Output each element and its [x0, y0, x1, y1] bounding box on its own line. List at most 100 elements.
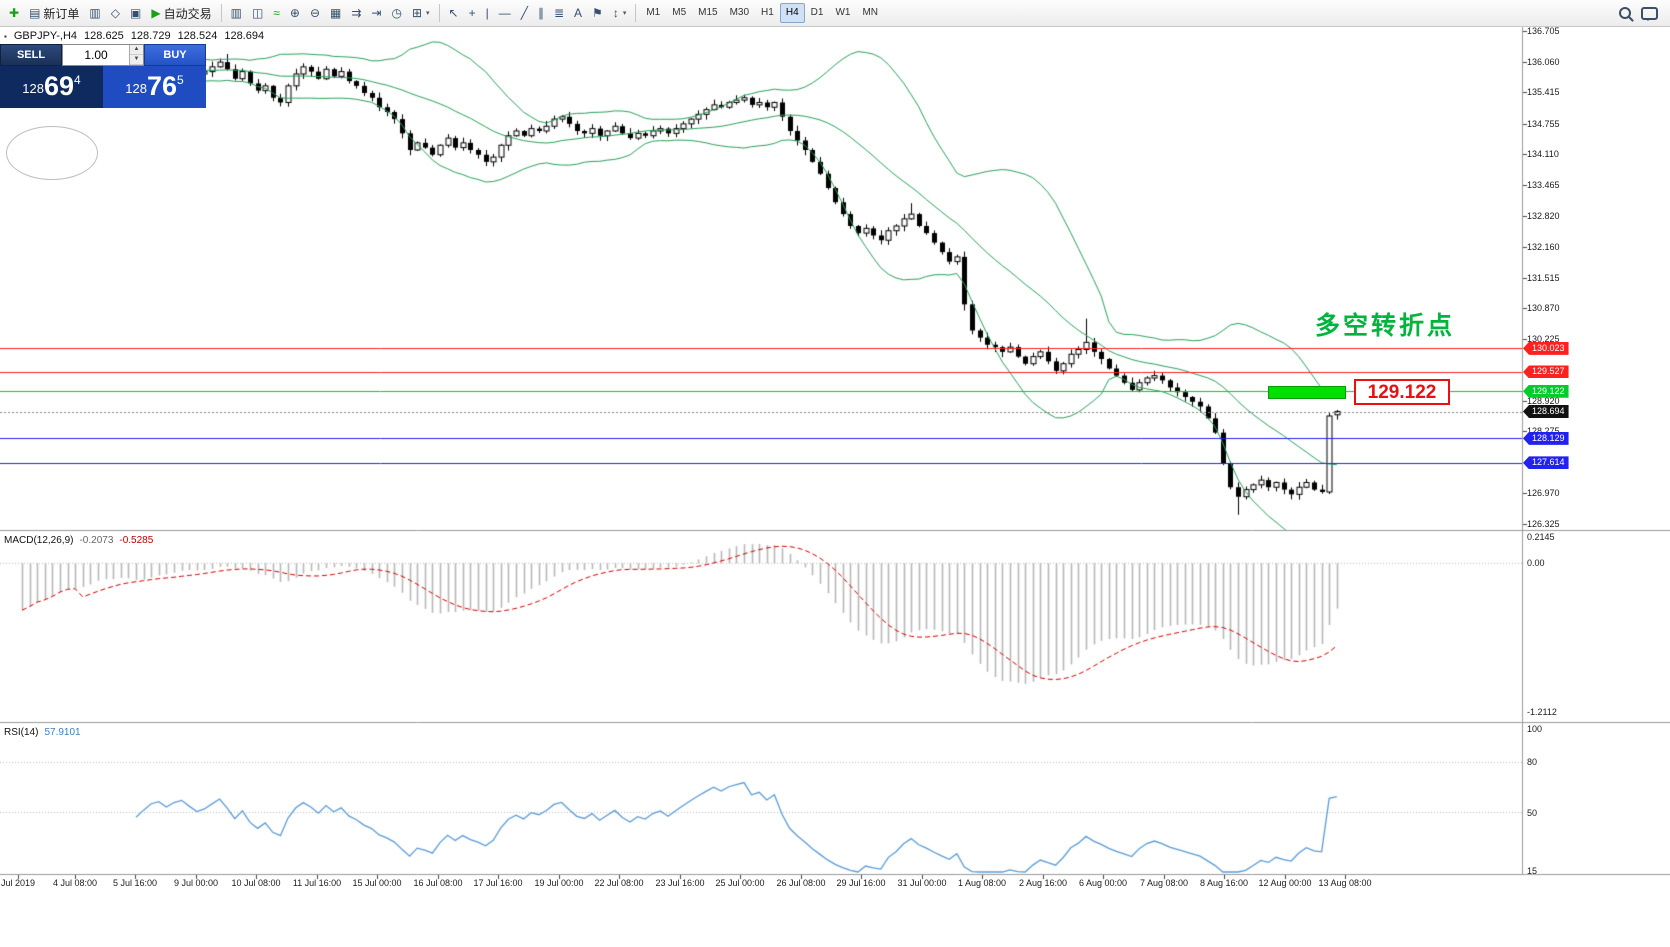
buy-price-pips: 76	[146, 71, 178, 101]
arrows-icon: ↕	[612, 6, 619, 20]
price-axis-label: 136.705	[1527, 26, 1560, 36]
bar-chart-button[interactable]: ▥	[226, 2, 247, 24]
time-axis-label: 15 Jul 00:00	[352, 878, 402, 888]
candlestick-chart-button[interactable]: ◫	[247, 2, 268, 24]
chart-shift-button[interactable]: ⇥	[366, 2, 386, 24]
macd-axis-label: 0.00	[1527, 558, 1545, 569]
price-level-tag: 129.527	[1523, 365, 1569, 379]
vertical-line-button[interactable]: |	[481, 2, 494, 24]
label-button[interactable]: ⚑	[587, 2, 608, 24]
line-chart-button[interactable]: ≈	[268, 2, 285, 24]
arrows-button[interactable]: ↕ ▾	[608, 2, 632, 24]
new-order-button[interactable]: ▤ 新订单	[24, 2, 84, 24]
timeframe-m30-button[interactable]: M30	[729, 7, 750, 18]
time-axis-label: 9 Jul 00:00	[173, 878, 219, 888]
fibonacci-button[interactable]: ≣	[549, 2, 569, 24]
text-icon: A	[574, 6, 583, 20]
indicators-button[interactable]: ⊞ ▾	[407, 2, 435, 24]
buy-price[interactable]: 128 76 5	[103, 66, 206, 108]
period-icon: ◷	[391, 6, 402, 20]
file-button-group: ✚ ▤ 新订单 ▥ ◇ ▣ ▶ 自动交易	[4, 2, 217, 24]
chevron-down-icon: ▾	[426, 10, 430, 17]
auto-trading-icon: ▶	[151, 6, 161, 20]
one-click-trading-panel: SELL ▲ ▼ BUY 128 69 4 128	[0, 44, 206, 180]
symbol-info-line: ▪ GBPJPY-,H4 128.625 128.729 128.524 128…	[4, 30, 264, 42]
horizontal-line-icon: ―	[498, 6, 511, 20]
auto-trading-button[interactable]: ▶ 自动交易	[146, 2, 216, 24]
time-axis-label: 11 Jul 16:00	[292, 878, 342, 888]
new-order-icon: ▤	[29, 6, 41, 20]
timeframe-h4-button[interactable]: H4	[779, 3, 805, 23]
label-icon: ⚑	[592, 6, 603, 20]
zoom-out-icon: ⊖	[309, 6, 320, 20]
symbol-name: GBPJPY-,H4	[13, 30, 78, 42]
volume-down-button[interactable]: ▼	[130, 55, 143, 65]
annotation-text[interactable]: 多空转折点	[1315, 312, 1456, 340]
navigator-button[interactable]: ◇	[106, 2, 125, 24]
volume-input[interactable]	[63, 45, 129, 65]
auto-scroll-button[interactable]: ⇉	[346, 2, 366, 24]
search-icon[interactable]	[1619, 7, 1631, 19]
price-level-tag: 128.129	[1523, 431, 1569, 445]
zoom-in-button[interactable]: ⊕	[285, 2, 305, 24]
rsi-label: RSI(14) 57.9101	[4, 727, 81, 738]
chart-shift-icon: ⇥	[371, 6, 382, 20]
period-button[interactable]: ◷	[386, 2, 406, 24]
text-button[interactable]: A	[569, 2, 587, 24]
terminal-button[interactable]: ▣	[125, 2, 146, 24]
price-callout-box[interactable]: 129.122	[1354, 379, 1450, 405]
chat-icon[interactable]	[1641, 6, 1658, 21]
sell-button[interactable]: SELL	[0, 44, 62, 66]
time-axis-label: 6 Aug 00:00	[1078, 878, 1128, 888]
crosshair-button[interactable]: +	[464, 2, 481, 24]
new-chart-button[interactable]: ✚	[4, 2, 24, 24]
time-axis-label: 13 Aug 08:00	[1318, 878, 1372, 888]
sell-price-point: 4	[74, 73, 81, 87]
time-axis-label: 16 Jul 08:00	[413, 878, 463, 888]
timeframe-m1-button[interactable]: M1	[646, 7, 661, 18]
trade-panel-collapse-handle[interactable]	[6, 126, 98, 180]
highlight-rectangle[interactable]	[1268, 386, 1346, 399]
time-axis-label: 1 Aug 08:00	[957, 878, 1007, 888]
zoom-in-icon: ⊕	[289, 6, 300, 20]
toolbar-separator	[635, 4, 637, 22]
market-watch-button[interactable]: ▥	[84, 2, 105, 24]
macd-signal-value: -0.5285	[119, 535, 154, 546]
price-axis[interactable]: 136.705 136.060 135.415 134.755 134.110 133.4…	[1522, 26, 1670, 876]
timeframe-d1-button[interactable]: D1	[810, 7, 824, 18]
timeframe-m15-button[interactable]: M15	[698, 7, 718, 18]
timeframe-h1-button[interactable]: H1	[761, 7, 774, 18]
rsi-axis-label: 100	[1527, 724, 1543, 734]
horizontal-line-button[interactable]: ―	[494, 2, 516, 24]
macd-label: MACD(12,26,9) -0.2073 -0.5285	[4, 535, 153, 546]
price-axis-label: 132.820	[1527, 210, 1560, 221]
price-axis-label: 126.325	[1527, 519, 1560, 530]
indicators-icon: ⊞	[411, 6, 423, 20]
timeframe-mn-button[interactable]: MN	[862, 7, 878, 18]
cursor-button[interactable]: ↖	[444, 2, 464, 24]
main-toolbar: ✚ ▤ 新订单 ▥ ◇ ▣ ▶ 自动交易 ▥ ◫ ≈ ⊕ ⊖ ▦ ⇉ ⇥ ◷ ⊞ ▾ ↖ + | ― ╱ ∥ ≣ A ⚑ ↕ ▾ M1…	[0, 0, 1670, 27]
vertical-line-icon: |	[485, 6, 489, 20]
tile-windows-button[interactable]: ▦	[325, 2, 346, 24]
price-axis-label: 128.275	[1527, 426, 1560, 437]
time-axis-label: 12 Aug 00:00	[1258, 878, 1312, 888]
rsi-value: 57.9101	[44, 727, 81, 738]
timeframe-m5-button[interactable]: M5	[672, 7, 687, 18]
buy-button[interactable]: BUY	[144, 44, 206, 66]
zoom-out-button[interactable]: ⊖	[305, 2, 325, 24]
bar-low: 128.524	[177, 30, 218, 42]
volume-box: ▲ ▼	[62, 44, 144, 66]
time-axis-label: 17 Jul 16:00	[473, 878, 523, 888]
volume-up-button[interactable]: ▲	[130, 45, 143, 55]
trendline-button[interactable]: ╱	[516, 2, 533, 24]
time-axis-label: Jul 2019	[0, 878, 36, 888]
price-axis-label: 134.110	[1527, 149, 1559, 160]
channel-button[interactable]: ∥	[533, 2, 549, 24]
timeframe-w1-button[interactable]: W1	[835, 7, 851, 18]
sell-price[interactable]: 128 69 4	[0, 66, 103, 108]
current-price-tag: 128.694	[1523, 405, 1569, 419]
terminal-icon: ▣	[130, 6, 142, 20]
time-axis[interactable]: Jul 2019 4 Jul 08:00 5 Jul 16:00 9 Jul 00:0…	[0, 874, 1670, 894]
